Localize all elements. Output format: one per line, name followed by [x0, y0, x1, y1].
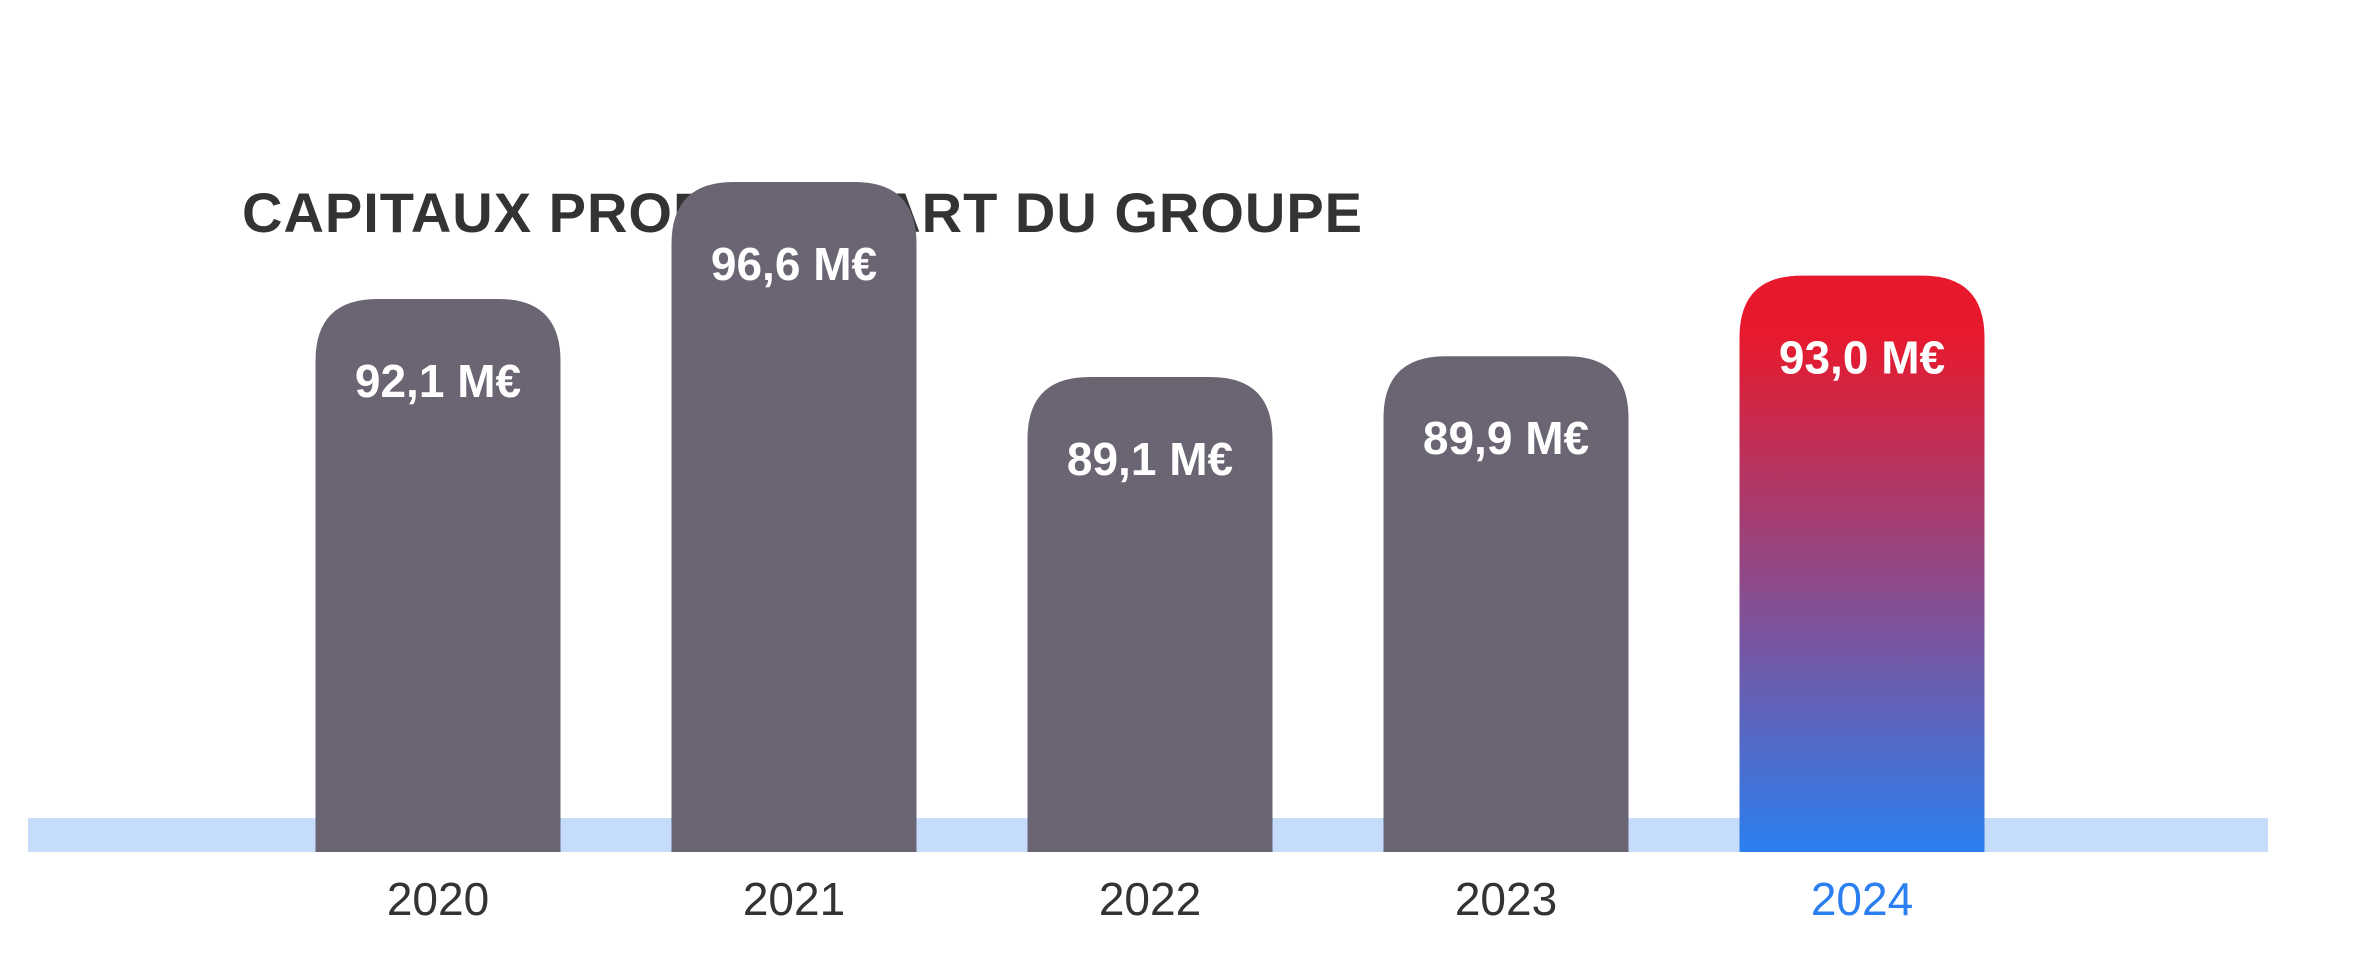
bar-value-label: 89,9 M€ [1423, 412, 1589, 464]
x-tick-label: 2024 [1811, 873, 1913, 925]
bar-value-label: 92,1 M€ [355, 355, 521, 407]
x-tick-label: 2020 [387, 873, 489, 925]
bar-2023 [1383, 356, 1629, 852]
x-tick-label: 2022 [1099, 873, 1201, 925]
bar-2021 [671, 182, 917, 852]
bar-value-label: 93,0 M€ [1779, 332, 1945, 384]
x-tick-label: 2021 [743, 873, 845, 925]
bar-2024 [1739, 275, 1985, 853]
bar-2020 [315, 299, 561, 852]
bar-value-label: 89,1 M€ [1067, 433, 1233, 485]
bar-value-label: 96,6 M€ [711, 238, 877, 290]
x-tick-label: 2023 [1455, 873, 1557, 925]
bar-2022 [1027, 377, 1273, 852]
